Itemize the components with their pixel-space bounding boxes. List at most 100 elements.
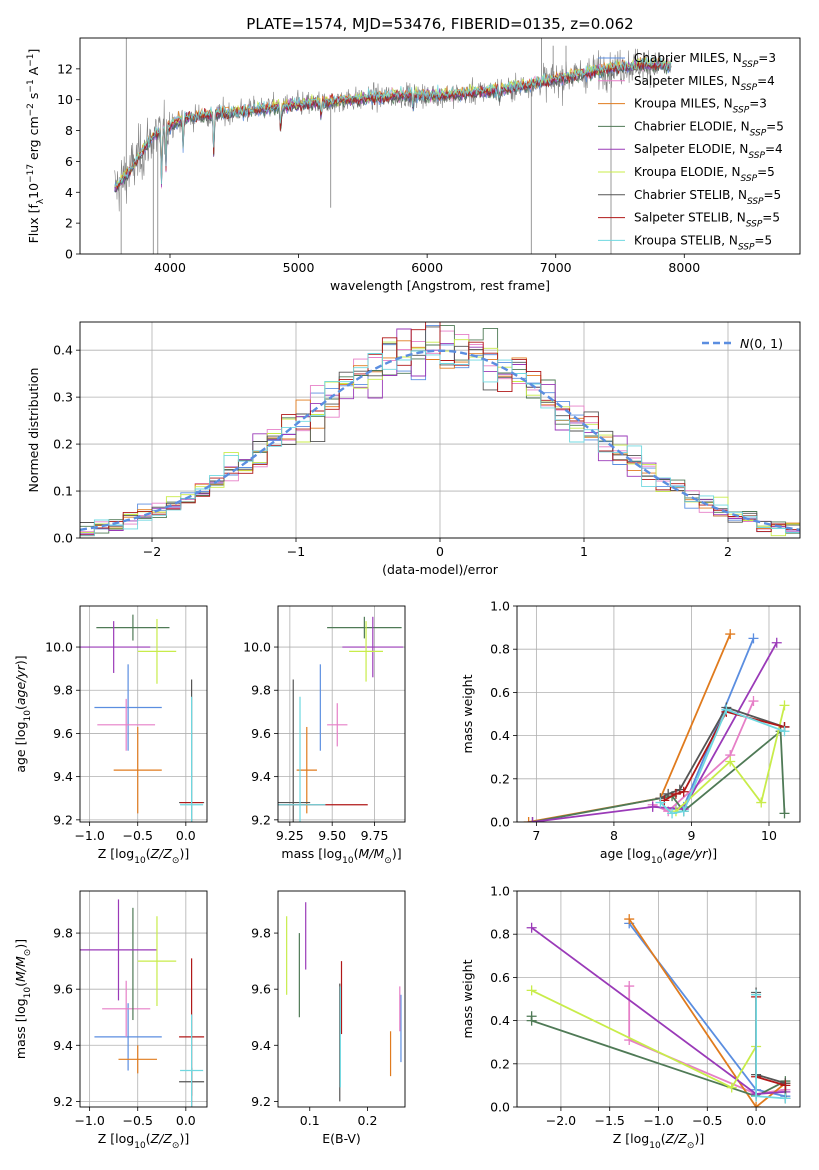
error-bar-point — [96, 614, 170, 641]
x-tick-label: −0.5 — [123, 1113, 153, 1128]
y-tick-label: 0.0 — [53, 531, 73, 546]
y-axis-label: mass [log10(M/M⊙)] — [13, 939, 33, 1059]
x-axis-label: Z [log10(Z/Z⊙)] — [98, 1131, 189, 1151]
y-tick-label: 9.2 — [251, 1094, 271, 1109]
x-axis-label: age [log10(age/yr)] — [600, 846, 717, 866]
label-part: Z [log — [613, 1131, 649, 1146]
y-tick-label: 9.4 — [53, 1038, 73, 1053]
axes-age-vs-z: −1.0 −0.5 0.09.29.49.69.810.0Z [log10(Z/Z⊙… — [13, 605, 208, 866]
label-part: age/yr — [667, 846, 708, 861]
label-part: Chabrier ELODIE, N — [634, 119, 750, 133]
x-tick-label: 9 — [687, 828, 695, 843]
axes-frame — [516, 605, 801, 823]
y-tick-label: 9.8 — [53, 683, 73, 698]
y-tick-label: 1.0 — [490, 599, 510, 614]
label-part: mass [log — [281, 846, 342, 861]
normal-reference-curve — [80, 349, 800, 531]
plus-marker — [756, 797, 767, 808]
label-part: ( — [146, 846, 151, 861]
label-part: =4 — [765, 142, 783, 156]
label-part: ( — [661, 1131, 666, 1146]
x-axis-label: wavelength [Angstrom, rest frame] — [330, 278, 550, 293]
axes-spectrum: 4000 5000 6000 7000 8000 0 2 4 6 8 10 12 wavelength … — [26, 37, 801, 293]
label-part: =5 — [757, 165, 775, 179]
label-part: ( — [13, 705, 28, 710]
label-part: Salpeter MILES, N — [634, 74, 741, 88]
y-tick-label: 9.6 — [53, 726, 73, 741]
error-bar-point — [342, 616, 404, 678]
plus-marker — [670, 788, 681, 799]
x-axis-label: Z [log10(Z/Z⊙)] — [98, 846, 189, 866]
label-part: mass [log — [13, 998, 28, 1059]
label-part: −17 — [26, 164, 36, 183]
label-part: Normed distribution — [26, 368, 41, 493]
plus-marker — [523, 817, 534, 822]
y-tick-label: 9.2 — [251, 812, 271, 827]
plus-marker — [678, 806, 689, 817]
label-part: age/yr — [13, 664, 28, 705]
plus-marker — [526, 922, 537, 933]
histogram-step — [80, 350, 800, 537]
plus-marker — [647, 801, 658, 812]
label-part: Kroupa STELIB, N — [634, 233, 738, 247]
label-part: Z/Z — [150, 846, 173, 861]
label-part: 10 — [651, 856, 663, 866]
label-part: Z/Z — [150, 1131, 173, 1146]
plus-marker — [779, 808, 790, 819]
y-tick-label: 0.4 — [490, 728, 510, 743]
series-line — [532, 729, 786, 822]
label-part: )] — [179, 846, 189, 861]
plus-marker — [667, 808, 678, 819]
error-bar-point — [97, 698, 156, 751]
plus-marker — [527, 817, 538, 822]
label-part: 10 — [342, 856, 354, 866]
y-tick-label: 9.6 — [251, 982, 271, 997]
error-bar-point — [327, 616, 402, 639]
label-part: mass weight — [460, 959, 475, 1038]
y-tick-label: 9.4 — [251, 769, 271, 784]
label-part: (0, 1) — [749, 336, 783, 351]
plot-area — [523, 629, 790, 822]
y-tick-label: 0.8 — [490, 927, 510, 942]
x-tick-label: 7 — [532, 828, 540, 843]
legend-entry: Chabrier STELIB, NSSP=5 — [634, 188, 781, 207]
error-bar-point — [327, 703, 348, 747]
x-tick-label: 8000 — [668, 260, 700, 275]
plus-marker — [779, 726, 790, 737]
y-tick-label: 0.1 — [53, 484, 73, 499]
series-line — [528, 633, 732, 822]
label-part: =3 — [749, 97, 767, 111]
error-bar-point — [113, 726, 162, 814]
x-tick-label: 9.75 — [361, 828, 389, 843]
label-part: SSP — [742, 60, 759, 70]
x-tick-label: 10 — [761, 828, 777, 843]
series-line — [675, 705, 786, 812]
y-tick-label: 0.4 — [490, 1013, 510, 1028]
series-line — [531, 989, 757, 1089]
plot-area — [80, 322, 800, 537]
x-tick-label: −1.5 — [595, 1113, 625, 1128]
y-tick-label: 4 — [65, 185, 73, 200]
y-tick-label: 9.4 — [53, 769, 73, 784]
legend-entry: Salpeter ELODIE, NSSP=4 — [634, 142, 783, 161]
plus-marker — [779, 700, 790, 711]
label-part: =4 — [757, 74, 775, 88]
figure-title: PLATE=1574, MJD=53476, FIBERID=0135, z=0… — [246, 15, 633, 33]
label-part: age [log — [13, 721, 28, 772]
plot-area — [278, 616, 404, 822]
y-tick-label: 0.4 — [53, 343, 73, 358]
label-part: 10 — [134, 1141, 146, 1151]
label-part: SSP — [750, 128, 767, 138]
label-part: −1 — [26, 79, 36, 92]
label-part: ( — [354, 846, 359, 861]
histogram-legend: N(0, 1) — [702, 336, 783, 351]
label-part: (data-model)/error — [382, 562, 499, 577]
label-part: Kroupa MILES, N — [634, 97, 733, 111]
plus-marker — [748, 696, 759, 707]
label-part: wavelength [Angstrom, rest frame] — [330, 278, 550, 293]
label-part: SSP — [741, 83, 758, 93]
label-part: M/M — [13, 956, 28, 982]
axes-frame — [79, 321, 801, 539]
y-tick-label: 0.0 — [490, 1100, 510, 1115]
label-part: M/M — [359, 846, 385, 861]
